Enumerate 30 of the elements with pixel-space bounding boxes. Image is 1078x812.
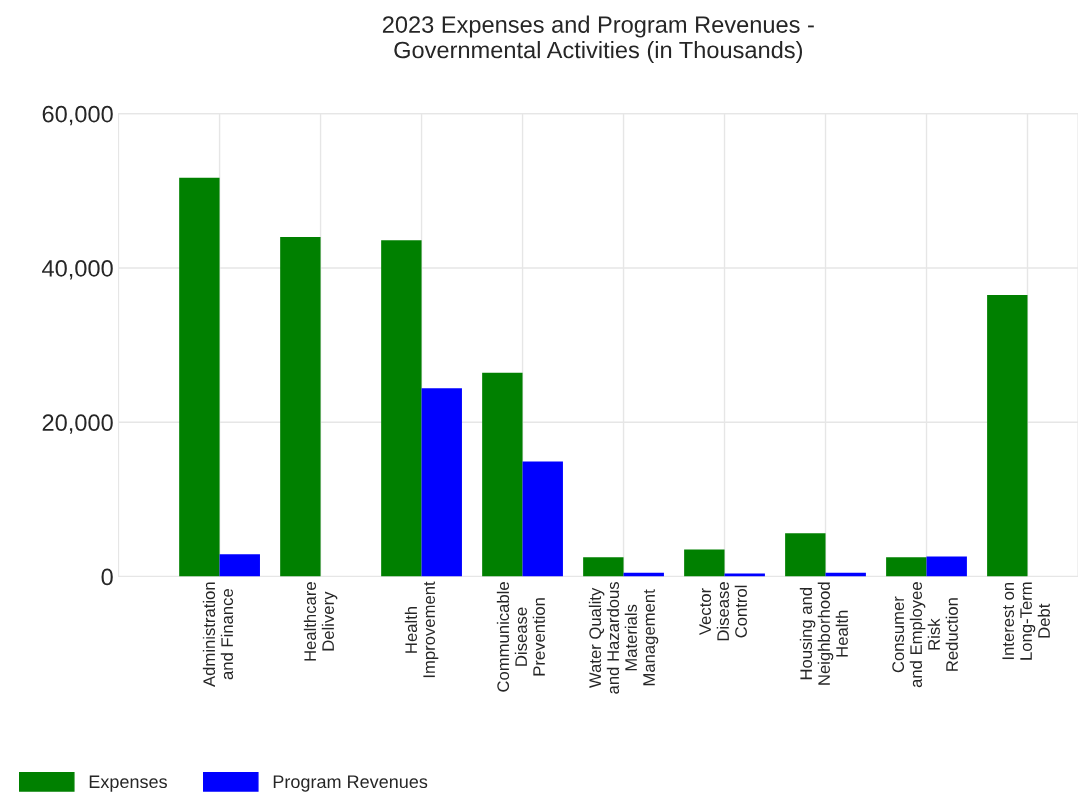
x-tick-label: Interest on Long-Term Debt <box>1002 582 1050 660</box>
bar <box>219 554 260 577</box>
y-tick-label: 20,000 <box>42 414 113 434</box>
bar <box>482 372 523 577</box>
legend-label: Program Revenues <box>273 775 428 792</box>
bar <box>280 237 321 577</box>
bar <box>724 573 765 577</box>
bar <box>926 556 967 577</box>
x-tick-label: Vector Disease Control <box>699 582 747 641</box>
x-tick-label: Consumer and Employee Risk Reduction <box>892 582 958 688</box>
x-tick-label: Health Improvement <box>404 581 439 678</box>
bar <box>381 240 422 577</box>
legend-label: Expenses <box>89 775 167 792</box>
bar <box>987 294 1028 577</box>
x-tick-label: Water Quality and Hazardous Materials Management <box>588 581 659 694</box>
bar <box>421 388 462 577</box>
y-tick-label: 40,000 <box>42 260 113 280</box>
chart-title: 2023 Expenses and Program Revenues - Governmental Activities (in Thousands) <box>382 15 814 64</box>
y-tick-label: 60,000 <box>42 105 113 126</box>
bar <box>886 557 927 577</box>
x-tick-label: Housing and Neighborhood Health <box>799 582 848 685</box>
x-tick-label: Healthcare Delivery <box>303 582 338 661</box>
bar <box>522 461 563 577</box>
bar <box>684 549 725 577</box>
x-tick-label: Communicable Disease Prevention <box>496 582 545 692</box>
bar <box>785 533 826 577</box>
y-tick-label: 0 <box>101 568 113 586</box>
bar <box>583 557 624 577</box>
x-tick-label: Administration and Finance <box>202 582 234 687</box>
bar <box>179 177 220 577</box>
